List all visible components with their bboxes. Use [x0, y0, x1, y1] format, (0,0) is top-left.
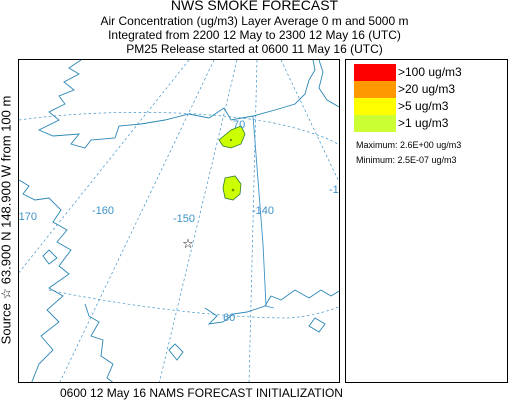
meridian-170w [19, 60, 190, 274]
integration-period: Integrated from 2200 12 May to 2300 12 M… [108, 28, 401, 42]
smoke-plume-north [218, 125, 246, 149]
forecast-initialization: 0600 12 May 16 NAMS FORECAST INITIALIZAT… [60, 386, 343, 400]
latitude-line-60n [48, 289, 339, 319]
latitude-line-70n [19, 112, 339, 146]
meridian-130w [280, 60, 339, 183]
legend-label-100: >100 ug/m3 [398, 65, 462, 79]
canada-border [252, 115, 275, 309]
lon-label-160: -160 [92, 205, 114, 217]
legend-swatch-1 [354, 115, 396, 132]
chart-title: NWS SMOKE FORECAST [170, 0, 339, 13]
legend-label-5: >5 ug/m3 [398, 99, 449, 113]
meridian-150w [159, 60, 238, 382]
legend-swatch-100 [354, 64, 396, 81]
smoke-plume-south [222, 175, 242, 201]
island-1 [42, 249, 58, 265]
legend-label-20: >20 ug/m3 [398, 82, 456, 96]
source-star-icon: ☆ [182, 237, 194, 252]
maximum-value: Maximum: 2.6E+00 ug/m3 [356, 140, 462, 150]
legend-label-1: >1 ug/m3 [398, 116, 449, 130]
lon-label-150: -150 [173, 213, 195, 225]
alaska-coastline [19, 60, 339, 382]
forecast-map: ☆ -170 -160 -150 -140 -130 70 60 [18, 59, 340, 383]
layer-description: Air Concentration (ug/m3) Layer Average … [100, 14, 409, 28]
lat-label-60: 60 [223, 312, 235, 324]
meridian-140w [248, 60, 258, 382]
source-location-label: Source ☆ 63.900 N 148.900 W from 100 m [0, 95, 14, 345]
legend-panel: >100 ug/m3 >20 ug/m3 >5 ug/m3 >1 ug/m3 M… [345, 59, 508, 383]
island-3 [308, 317, 326, 333]
map-canvas: ☆ -170 -160 -150 -140 -130 70 60 [19, 60, 340, 382]
legend-swatch-20 [354, 81, 396, 98]
minimum-value: Minimum: 2.5E-07 ug/m3 [356, 155, 457, 165]
lon-label-130: -130 [329, 184, 340, 196]
lon-label-140: -140 [252, 205, 274, 217]
lat-label-70: 70 [233, 119, 245, 131]
legend-swatch-5 [354, 98, 396, 115]
island-2 [168, 343, 184, 361]
release-info: PM25 Release started at 0600 11 May 16 (… [126, 42, 383, 56]
lon-label-170: -170 [19, 211, 37, 223]
